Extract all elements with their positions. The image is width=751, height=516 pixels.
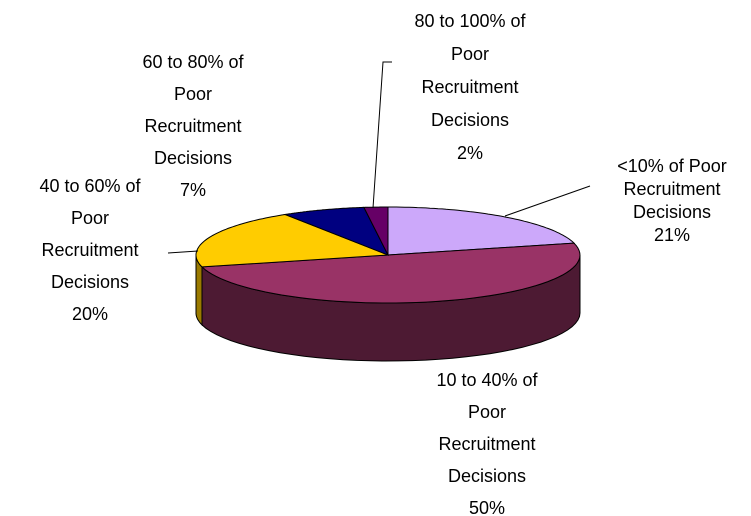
label-line: Recruitment (41, 240, 138, 260)
label-line: Decisions (448, 466, 526, 486)
label-line: Poor (174, 84, 212, 104)
pie-slice (387, 206, 576, 256)
pie-slice (283, 206, 390, 256)
label-line: Poor (451, 44, 489, 64)
label-line: <10% of Poor (617, 156, 727, 176)
slice-label: 60 to 80% of Poor Recruitment Decisions (142, 52, 244, 168)
label-line: Decisions (154, 148, 232, 168)
label-line: Decisions (431, 110, 509, 130)
value-label: 21% (654, 225, 690, 245)
value-label: 2% (457, 143, 483, 163)
leader-line (372, 61, 392, 209)
leader-line (504, 185, 591, 217)
label-line: Decisions (51, 272, 129, 292)
label-line: 80 to 100% of (414, 11, 526, 31)
label-line: Decisions (633, 202, 711, 222)
label-line: 40 to 60% of (39, 176, 141, 196)
label-line: Poor (468, 402, 506, 422)
value-label: 20% (72, 304, 108, 324)
slice-label: 10 to 40% of Poor Recruitment Decisions (436, 370, 538, 486)
value-label: 7% (180, 180, 206, 200)
label-line: Recruitment (438, 434, 535, 454)
pie-slice (200, 242, 581, 304)
labels: <10% of Poor Recruitment Decisions 21% 10 to… (39, 11, 726, 516)
value-label: 50% (469, 498, 505, 516)
label-line: 60 to 80% of (142, 52, 244, 72)
slice-label: <10% of Poor Recruitment Decisions (617, 156, 727, 222)
label-line: 10 to 40% of (436, 370, 538, 390)
label-line: Recruitment (144, 116, 241, 136)
label-line: Poor (71, 208, 109, 228)
slice-label: 40 to 60% of Poor Recruitment Decisions (39, 176, 141, 292)
label-line: Recruitment (623, 179, 720, 199)
slice-label: 80 to 100% of Poor Recruitment Decisions (414, 11, 526, 130)
label-line: Recruitment (421, 77, 518, 97)
pie-slice (195, 213, 389, 268)
pie (195, 206, 581, 362)
leader-line (167, 250, 199, 254)
pie-slice (363, 206, 389, 256)
